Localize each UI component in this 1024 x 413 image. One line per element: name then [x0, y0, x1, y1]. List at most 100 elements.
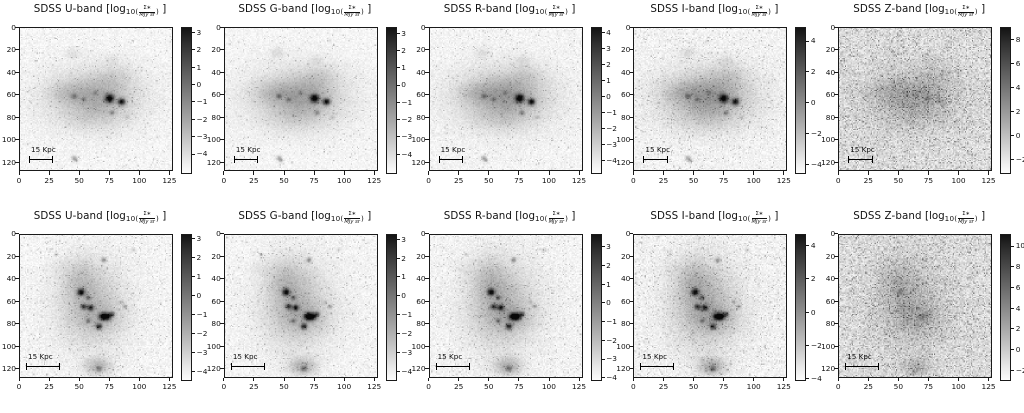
- y-tick-mark: [219, 26, 224, 28]
- x-tick-label: 0: [835, 175, 841, 185]
- surface-brightness-fraction: Σ∗ MJy sr: [139, 5, 155, 19]
- colorbar-tick-label: 2: [1015, 324, 1021, 334]
- colorbar-tick-mark: [601, 302, 605, 304]
- fraction-denominator: MJy sr: [139, 11, 155, 18]
- colorbar: [1000, 27, 1012, 174]
- x-tick-mark: [168, 171, 170, 175]
- close-bracket: ]: [568, 209, 576, 222]
- panel-title: SDSS G-band [log10(Σ∗ MJy sr) ]: [205, 210, 405, 226]
- x-tick-label: 50: [484, 382, 494, 391]
- colorbar-tick-mark: [806, 278, 810, 279]
- x-tick-label: 75: [718, 382, 729, 391]
- colorbar-tick-mark: [806, 378, 810, 380]
- x-tick-label: 125: [367, 175, 382, 185]
- band-label: SDSS U-band: [33, 209, 103, 222]
- colorbar-tick-mark: [192, 313, 195, 315]
- colorbar-tick-mark: [806, 311, 810, 313]
- y-tick-label: 100: [1, 135, 16, 144]
- colorbar-tick-mark: [396, 49, 400, 51]
- colorbar-tick-mark: [806, 133, 810, 135]
- y-tick-mark: [834, 26, 839, 28]
- colorbar-tick-mark: [192, 275, 195, 277]
- colorbar-tick-label: −4: [606, 373, 617, 383]
- plot-area: 15 Kpc: [428, 27, 583, 171]
- y-tick-label: 80: [825, 319, 836, 328]
- x-tick-label: 125: [571, 175, 587, 185]
- colorbar-tick-mark: [601, 144, 605, 145]
- y-tick-mark: [15, 161, 19, 163]
- colorbar-tick-mark: [192, 66, 195, 68]
- y-tick-label: 120: [1, 364, 16, 373]
- colorbar-tick-label: 2: [196, 252, 202, 262]
- y-tick-label: 0: [830, 229, 836, 238]
- math-open: [log: [307, 3, 331, 15]
- colorbar-tick-mark: [601, 160, 605, 161]
- y-tick-mark: [629, 71, 634, 73]
- colorbar-tick-mark: [601, 339, 605, 341]
- colorbar-tick-label: 6: [1015, 58, 1021, 68]
- colorbar-tick-label: 2: [810, 274, 816, 284]
- math-open: [log: [102, 209, 126, 222]
- y-tick-label: 0: [216, 229, 221, 238]
- fraction-numerator: Σ∗: [962, 4, 970, 11]
- y-tick-label: 40: [211, 274, 221, 283]
- colorbar-tick-mark: [396, 332, 400, 334]
- y-tick-mark: [629, 368, 634, 369]
- plot-area: 15 Kpc: [223, 233, 378, 378]
- x-tick-label: 0: [16, 175, 22, 185]
- scale-bar-line: [846, 365, 879, 367]
- y-tick-mark: [424, 139, 429, 140]
- x-tick-label: 125: [776, 382, 791, 391]
- x-tick-mark: [78, 171, 80, 175]
- colorbar-tick-label: −4: [196, 366, 208, 376]
- band-label: SDSS G-band: [238, 209, 308, 222]
- math-open: [log: [512, 209, 536, 222]
- colorbar-tick-label: −1: [606, 317, 617, 326]
- x-tick-label: 0: [221, 175, 227, 185]
- colorbar: [385, 233, 397, 381]
- x-tick-label: 0: [631, 175, 636, 185]
- y-tick-label: 40: [416, 67, 426, 77]
- y-tick-mark: [219, 71, 224, 73]
- y-tick-label: 40: [6, 274, 16, 283]
- colorbar-tick-mark: [601, 64, 605, 65]
- x-tick-mark: [867, 171, 869, 175]
- colorbar-tick-label: −2: [606, 335, 617, 345]
- colorbar-tick-mark: [601, 377, 605, 379]
- x-tick-mark: [663, 171, 664, 175]
- x-tick-label: 75: [104, 175, 114, 185]
- fraction-numerator: Σ∗: [962, 211, 970, 218]
- y-tick-label: 100: [821, 135, 836, 144]
- surface-brightness-fraction: Σ∗ MJy sr: [344, 211, 360, 225]
- surface-brightness-fraction: Σ∗ MJy sr: [548, 5, 565, 19]
- close-bracket: ]: [771, 3, 779, 15]
- colorbar-tick-label: −4: [401, 149, 413, 159]
- y-tick-label: 60: [825, 296, 836, 306]
- colorbar-tick-mark: [806, 345, 810, 346]
- colorbar-tick-label: 3: [401, 234, 406, 244]
- colorbar: [590, 233, 602, 381]
- band-label: SDSS R-band: [443, 3, 513, 15]
- math-open: [log: [921, 3, 945, 15]
- colorbar-tick-mark: [1011, 135, 1015, 136]
- colorbar-tick-label: −1: [401, 97, 413, 107]
- y-tick-label: 80: [6, 112, 16, 122]
- log-subscript: 10(: [330, 7, 344, 16]
- fraction-numerator: Σ∗: [755, 4, 764, 11]
- colorbar-tick-label: 0: [810, 307, 816, 317]
- colorbar-tick-label: −3: [196, 347, 208, 357]
- colorbar-tick-label: −2: [810, 129, 822, 139]
- y-tick-label: 80: [620, 319, 631, 328]
- colorbar: [385, 27, 397, 174]
- x-tick-label: 25: [863, 382, 873, 391]
- fraction-denominator: MJy sr: [344, 218, 360, 225]
- x-tick-label: 75: [309, 175, 319, 185]
- colorbar-tick-mark: [601, 112, 605, 113]
- x-tick-label: 100: [337, 175, 352, 185]
- plot-area: 15 Kpc: [633, 233, 788, 378]
- colorbar-tick-mark: [1011, 245, 1015, 247]
- scale-bar-label: 15 Kpc: [440, 145, 466, 155]
